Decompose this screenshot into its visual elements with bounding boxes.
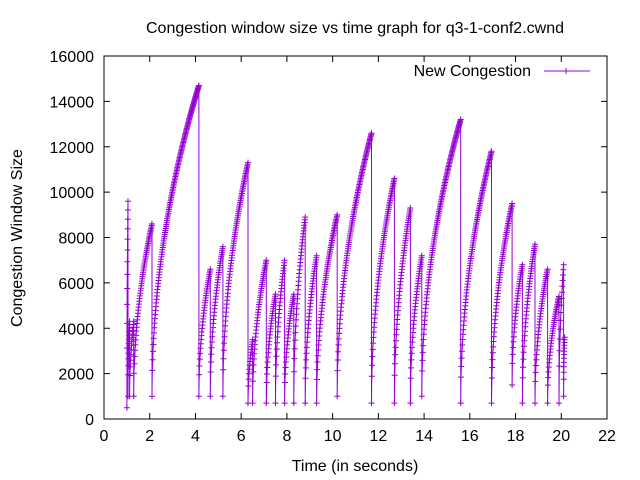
y-tick-label: 12000 (50, 140, 95, 157)
plot-frame (103, 55, 608, 420)
x-tick-label: 10 (324, 428, 342, 445)
y-tick-label: 6000 (58, 276, 94, 293)
x-tick-label: 20 (552, 428, 570, 445)
x-tick-label: 8 (282, 428, 291, 445)
series-markers (123, 82, 568, 411)
chart-title: Congestion window size vs time graph for… (146, 20, 564, 37)
x-tick-label: 6 (237, 428, 246, 445)
y-tick-label: 10000 (50, 185, 95, 202)
y-tick-label: 2000 (58, 367, 94, 384)
x-tick-label: 16 (461, 428, 479, 445)
y-tick-label: 16000 (50, 49, 95, 66)
x-tick-label: 4 (191, 428, 200, 445)
y-tick-label: 4000 (58, 321, 94, 338)
y-tick-label: 8000 (58, 231, 94, 248)
x-tick-label: 14 (415, 428, 433, 445)
y-axis-label: Congestion Window Size (9, 149, 26, 327)
x-tick-label: 18 (507, 428, 525, 445)
legend-label: New Congestion (414, 63, 531, 80)
x-tick-label: 2 (145, 428, 154, 445)
plot-area (123, 82, 568, 411)
x-tick-label: 22 (598, 428, 616, 445)
x-axis-label: Time (in seconds) (292, 458, 419, 475)
legend-marker (563, 68, 569, 74)
axis-ticks: 0 2 4 6 8 10 12 14 16 18 20 22 0 2000 4000 6000 8000 1000… (50, 49, 617, 445)
x-tick-label: 12 (369, 428, 387, 445)
legend: New Congestion (414, 63, 590, 80)
y-tick-label: 14000 (50, 94, 95, 111)
x-tick-label: 0 (100, 428, 109, 445)
y-tick-label: 0 (85, 412, 94, 429)
